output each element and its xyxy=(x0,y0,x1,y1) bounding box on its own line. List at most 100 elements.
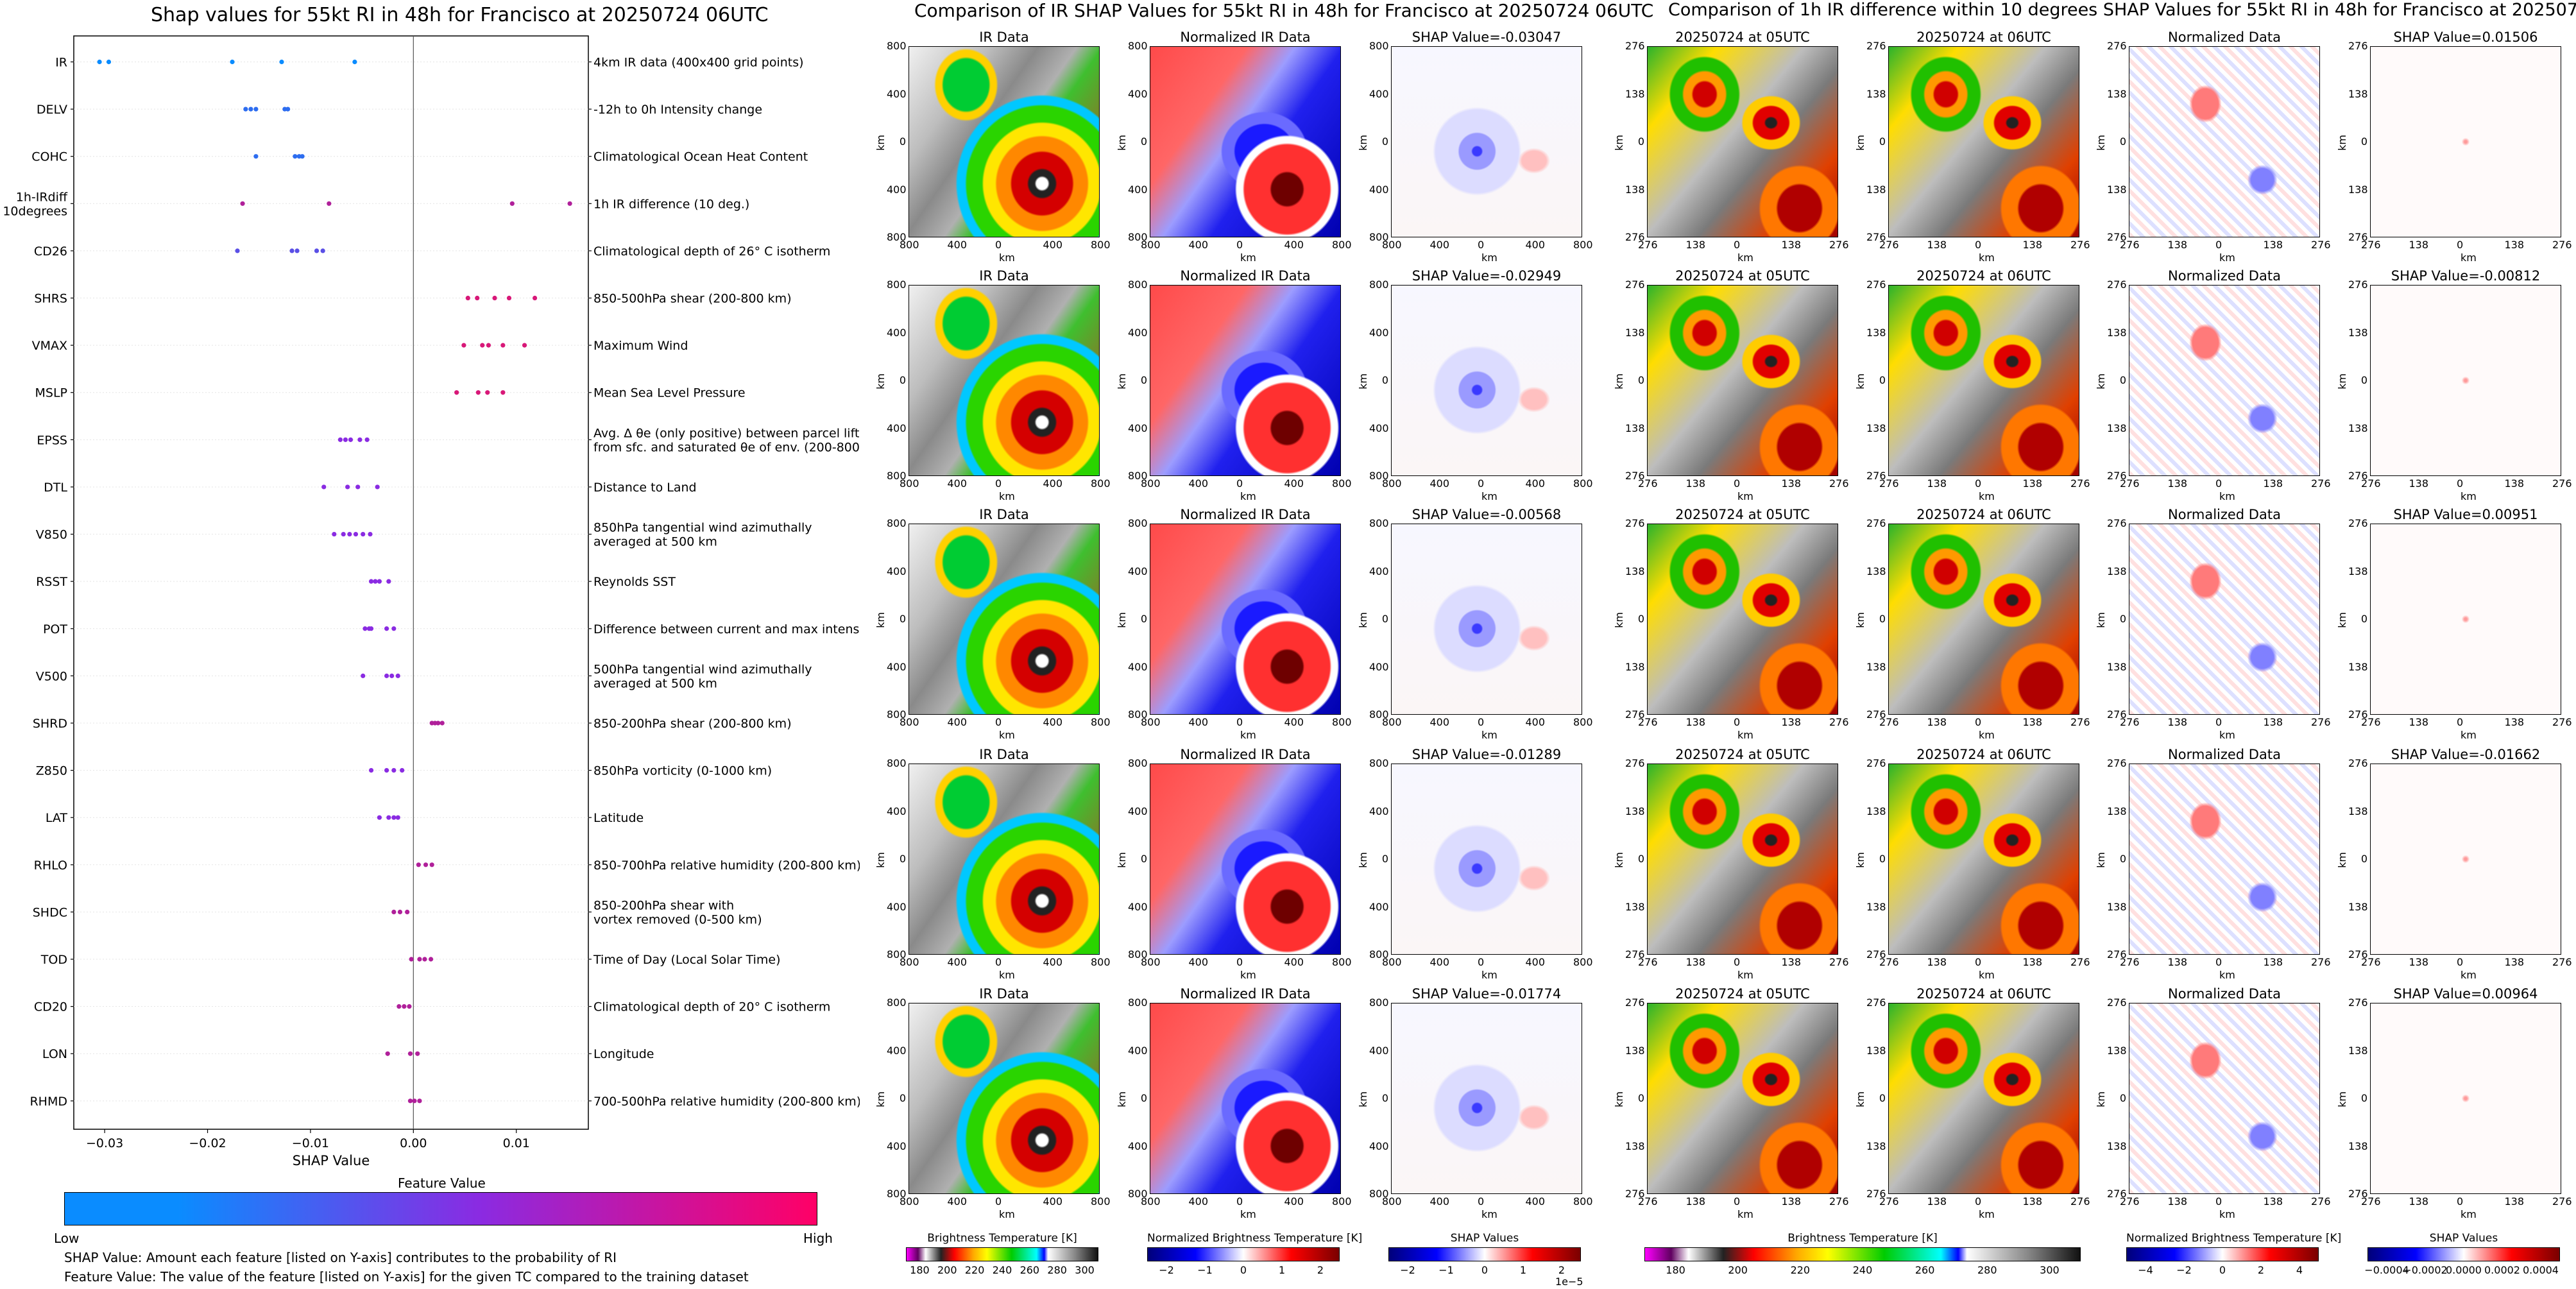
panel-y-tick: 0 xyxy=(899,613,906,625)
colorbar-tick: −2 xyxy=(1159,1264,1174,1276)
panel-title: 20250724 at 06UTC xyxy=(1916,747,2051,762)
ir-shap-panel xyxy=(1391,764,1582,955)
panel-y-tick: 0 xyxy=(1879,613,1886,625)
panel-y-tick: 400 xyxy=(1128,900,1148,913)
panel-y-label: km xyxy=(874,135,887,151)
panel-title: IR Data xyxy=(979,507,1029,522)
panel-x-tick: 138 xyxy=(2022,1195,2043,1208)
feature-label: SHRS xyxy=(34,292,67,306)
shap-point xyxy=(377,815,382,820)
panel-y-label: km xyxy=(1854,1091,1866,1107)
shap-point xyxy=(384,767,389,773)
panel-x-tick: 0 xyxy=(995,1195,1002,1208)
shap-point xyxy=(243,107,248,112)
panel-y-tick: 0 xyxy=(899,1092,906,1104)
panel-x-tick: 138 xyxy=(2167,956,2188,968)
colorbar-tick: 200 xyxy=(937,1264,957,1276)
colorbar-tick: 200 xyxy=(1728,1264,1748,1276)
ir-05utc-panel xyxy=(1647,285,1838,476)
panel-x-tick: 800 xyxy=(1382,956,1402,968)
colorbar-label: Normalized Brightness Temperature [K] xyxy=(1147,1232,1363,1245)
panel-y-tick: 400 xyxy=(1128,87,1148,100)
feature-label: EPSS xyxy=(37,433,67,447)
panel-y-tick: 138 xyxy=(2348,900,2368,913)
panel-y-tick: 138 xyxy=(2348,422,2368,434)
feature-description: from sfc. and saturated θe of env. (200-… xyxy=(593,440,860,454)
panel-y-label: km xyxy=(874,373,887,389)
shap-point xyxy=(386,815,391,820)
panel-x-tick: 138 xyxy=(2167,477,2188,490)
shap-point xyxy=(368,531,373,537)
shap-point xyxy=(345,484,350,490)
panel-x-tick: 276 xyxy=(2311,716,2331,728)
panel-x-tick: 138 xyxy=(1781,716,1802,728)
feature-label: LAT xyxy=(46,811,68,825)
panel-x-label: km xyxy=(2461,252,2477,264)
panel-x-tick: 0 xyxy=(1236,956,1243,968)
panel-y-tick: 138 xyxy=(2107,183,2127,196)
shap-point xyxy=(357,437,363,442)
panel-x-tick: 400 xyxy=(947,716,968,728)
panel-y-tick: 276 xyxy=(2107,1188,2127,1200)
panel-x-tick: 0 xyxy=(995,716,1002,728)
feature-description: -12h to 0h Intensity change xyxy=(593,103,762,117)
shap-point xyxy=(355,484,361,490)
panel-y-tick: 276 xyxy=(1866,757,1886,769)
panel-x-tick: 276 xyxy=(2361,239,2381,251)
panel-y-tick: 0 xyxy=(2360,1092,2367,1104)
panel-x-tick: 400 xyxy=(947,1195,968,1208)
panel-x-tick: 138 xyxy=(2504,956,2525,968)
panel-y-label: km xyxy=(1115,852,1128,868)
panel-title: SHAP Value=-0.00812 xyxy=(2391,268,2541,284)
panel-x-tick: 400 xyxy=(1525,1195,1546,1208)
panel-y-label: km xyxy=(1612,612,1625,628)
panel-x-tick: 0 xyxy=(2215,716,2222,728)
shap-point xyxy=(348,437,354,442)
panel-x-tick: 0 xyxy=(1975,1195,1982,1208)
colorbar-label: SHAP Values xyxy=(2429,1232,2498,1245)
panel-x-label: km xyxy=(1737,969,1753,981)
panel-x-label: km xyxy=(1979,1208,1995,1220)
shap-point xyxy=(347,531,352,537)
panel-y-tick: 276 xyxy=(1625,757,1645,769)
shap-point xyxy=(429,862,434,867)
panel-title: Normalized IR Data xyxy=(1180,986,1311,1002)
panel-y-tick: 138 xyxy=(1866,565,1886,577)
panel-x-tick: 138 xyxy=(2409,1195,2429,1208)
shap-point xyxy=(395,815,400,820)
panel-x-tick: 138 xyxy=(2409,956,2429,968)
shap-point xyxy=(500,390,506,395)
shap-point xyxy=(391,909,397,915)
panel-y-tick: 276 xyxy=(1625,708,1645,721)
panel-y-tick: 800 xyxy=(1369,948,1389,960)
panel-x-label: km xyxy=(2219,729,2235,741)
panel-y-tick: 800 xyxy=(1128,1188,1148,1200)
panel-x-tick: 276 xyxy=(1638,1195,1658,1208)
panel-x-tick: 276 xyxy=(1638,239,1658,251)
panel-y-tick: 800 xyxy=(1128,40,1148,52)
colorbar-tick: 0.0000 xyxy=(2446,1264,2482,1276)
panel-y-tick: 400 xyxy=(1128,326,1148,339)
shap-point xyxy=(363,626,368,631)
panel-x-tick: 0 xyxy=(995,956,1002,968)
shap-point xyxy=(412,1098,417,1104)
note-feature: Feature Value: The value of the feature … xyxy=(64,1269,749,1285)
panel-y-tick: 276 xyxy=(2348,1188,2368,1200)
panel-x-label: km xyxy=(999,252,1015,264)
panel-y-tick: 800 xyxy=(1369,40,1389,52)
panel-x-tick: 800 xyxy=(1573,477,1593,490)
colorbar-tick: 0 xyxy=(1481,1264,1488,1276)
panel-x-tick: 0 xyxy=(1236,239,1243,251)
shap-point xyxy=(368,579,374,584)
panel-y-tick: 400 xyxy=(887,900,907,913)
panel-y-label: km xyxy=(1356,852,1369,868)
normalized-ir-panel xyxy=(1150,524,1341,715)
panel-y-tick: 800 xyxy=(887,231,907,243)
panel-x-tick: 0 xyxy=(2457,1195,2464,1208)
panel-y-tick: 400 xyxy=(1369,422,1389,434)
shap-point xyxy=(436,721,441,726)
panel-y-label: km xyxy=(1854,373,1866,389)
panel-x-tick: 276 xyxy=(1829,239,1849,251)
panel-x-tick: 138 xyxy=(2167,716,2188,728)
panel-y-tick: 276 xyxy=(2348,708,2368,721)
